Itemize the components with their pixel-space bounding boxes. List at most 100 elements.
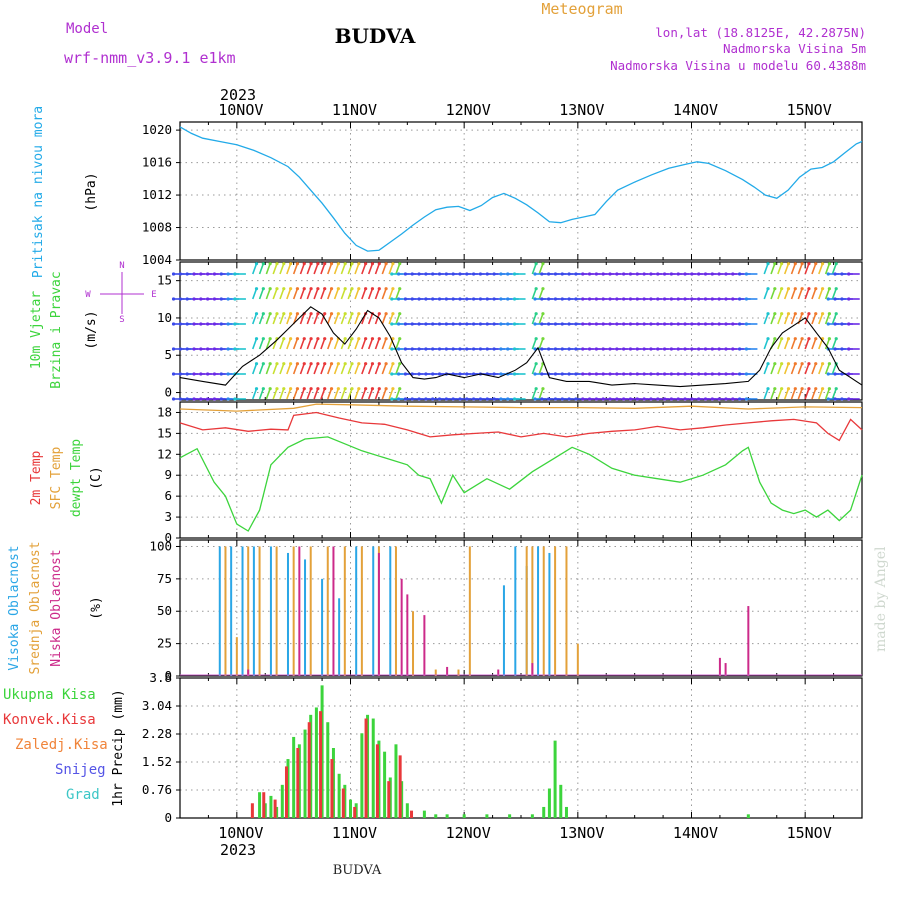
wind-arrow-head bbox=[323, 262, 327, 266]
wind-arrow-head bbox=[492, 347, 496, 351]
wind-arrow bbox=[327, 263, 333, 275]
wind-arrow-head bbox=[773, 262, 777, 266]
wind-arrow-head bbox=[786, 362, 791, 366]
wind-arrow-head bbox=[717, 347, 721, 351]
wind-arrow-head bbox=[512, 397, 517, 401]
wind-arrow bbox=[797, 288, 803, 300]
wind-arrow-head bbox=[533, 322, 537, 326]
wind-arrow-head bbox=[219, 322, 223, 326]
wind-arrow-head bbox=[541, 387, 545, 391]
wind-arrow-head bbox=[444, 272, 448, 276]
wind-arrow-head bbox=[512, 347, 517, 351]
cloud-bar bbox=[502, 585, 505, 676]
wind-arrow-head bbox=[309, 287, 313, 291]
cloud-bar bbox=[224, 546, 227, 676]
wind-arrow-head bbox=[820, 262, 825, 266]
wind-arrow-head bbox=[403, 397, 408, 401]
wind-arrow-head bbox=[282, 312, 286, 316]
cloud-bar bbox=[360, 546, 363, 676]
wind-arrow-head bbox=[834, 287, 838, 291]
wind-arrow-head bbox=[302, 362, 306, 366]
wind-arrow-head bbox=[793, 262, 797, 266]
wind-arrow-head bbox=[780, 312, 784, 316]
cloud-bar bbox=[355, 546, 358, 676]
wind-arrow-head bbox=[289, 362, 293, 366]
wind-arrow-head bbox=[350, 287, 354, 291]
wind-arrow-head bbox=[316, 362, 320, 366]
wind-arrow-head bbox=[833, 297, 837, 301]
wind-arrow-head bbox=[309, 262, 313, 266]
wind-arrow bbox=[395, 313, 401, 325]
wind-arrow bbox=[783, 313, 790, 325]
wind-arrow-head bbox=[744, 297, 749, 301]
wind-arrow-head bbox=[506, 272, 510, 276]
cloud-high-label: Visoka Oblacnost bbox=[7, 545, 22, 670]
wind-arrow-head bbox=[261, 387, 265, 391]
wind-arrow bbox=[292, 388, 299, 400]
cloud-bar bbox=[718, 657, 721, 676]
wind-arrow-head bbox=[540, 372, 544, 376]
wind-arrow bbox=[279, 363, 285, 375]
wind-arrow-head bbox=[226, 297, 230, 301]
temp-dewpt-label: dewpt Temp bbox=[69, 439, 84, 517]
wind-arrow-head bbox=[826, 297, 830, 301]
wind-arrow-head bbox=[199, 297, 203, 301]
y-tick-label: 3.8 bbox=[149, 670, 172, 685]
wind-arrow bbox=[292, 363, 299, 375]
precip-bar bbox=[330, 759, 334, 818]
wind-arrow-head bbox=[540, 272, 544, 276]
wind-arrow bbox=[265, 288, 271, 300]
cloud-bar bbox=[235, 637, 238, 676]
wind-arrow-head bbox=[275, 262, 279, 266]
wind-arrow-head bbox=[827, 362, 831, 366]
wind-arrow-head bbox=[343, 362, 347, 366]
precip-bar bbox=[547, 788, 551, 818]
wind-arrow-head bbox=[574, 372, 578, 376]
wind-arrow bbox=[824, 363, 831, 375]
precip-unit: 1hr Precip (mm) bbox=[111, 689, 126, 806]
wind-arrow-head bbox=[615, 322, 619, 326]
wind-arrow-head bbox=[282, 287, 286, 291]
wind-arrow-head bbox=[185, 272, 189, 276]
model-label: Model bbox=[66, 21, 108, 37]
wind-arrow bbox=[347, 263, 353, 275]
wind-arrow-head bbox=[710, 347, 714, 351]
wind-arrow-head bbox=[329, 312, 334, 316]
wind-arrow-head bbox=[437, 272, 442, 276]
wind-arrow bbox=[251, 263, 258, 275]
wind-arrow-head bbox=[458, 297, 462, 301]
wind-arrow-head bbox=[656, 272, 660, 276]
wind-arrow-head bbox=[649, 347, 653, 351]
wind-arrow-head bbox=[289, 287, 293, 291]
wind-arrow bbox=[340, 363, 346, 375]
x-tick-label-bottom: 14NOV bbox=[673, 824, 718, 842]
wind-arrow-head bbox=[847, 297, 851, 301]
wind-arrow-head bbox=[827, 287, 831, 291]
wind-arrow bbox=[340, 388, 346, 400]
wind-arrow bbox=[811, 388, 817, 400]
wind-arrow bbox=[292, 263, 299, 275]
wind-arrow-head bbox=[329, 262, 334, 266]
wind-arrow bbox=[306, 363, 312, 375]
wind-arrow-head bbox=[499, 347, 503, 351]
wind-arrow bbox=[777, 388, 783, 400]
wind-arrow-head bbox=[649, 297, 653, 301]
wind-arrow bbox=[286, 363, 292, 375]
wind-arrow-head bbox=[390, 372, 394, 376]
wind-arrow bbox=[299, 263, 306, 275]
wind-arrow-head bbox=[178, 347, 182, 351]
wind-arrow bbox=[804, 363, 810, 375]
wind-arrow-head bbox=[492, 372, 496, 376]
cloud-bar bbox=[537, 546, 540, 676]
wind-arrow-head bbox=[773, 387, 777, 391]
x-tick-label-top: 11NOV bbox=[332, 101, 377, 119]
wind-arrow-head bbox=[697, 372, 701, 376]
precip-bar bbox=[394, 744, 398, 818]
y-tick-label: 10 bbox=[157, 310, 172, 325]
wind-arrow-head bbox=[391, 387, 395, 391]
wind-arrow-head bbox=[289, 387, 293, 391]
wind-arrow-head bbox=[397, 322, 401, 326]
y-tick-label: 1012 bbox=[142, 187, 172, 202]
precip-bar bbox=[269, 795, 273, 818]
wind-arrow-head bbox=[642, 347, 646, 351]
